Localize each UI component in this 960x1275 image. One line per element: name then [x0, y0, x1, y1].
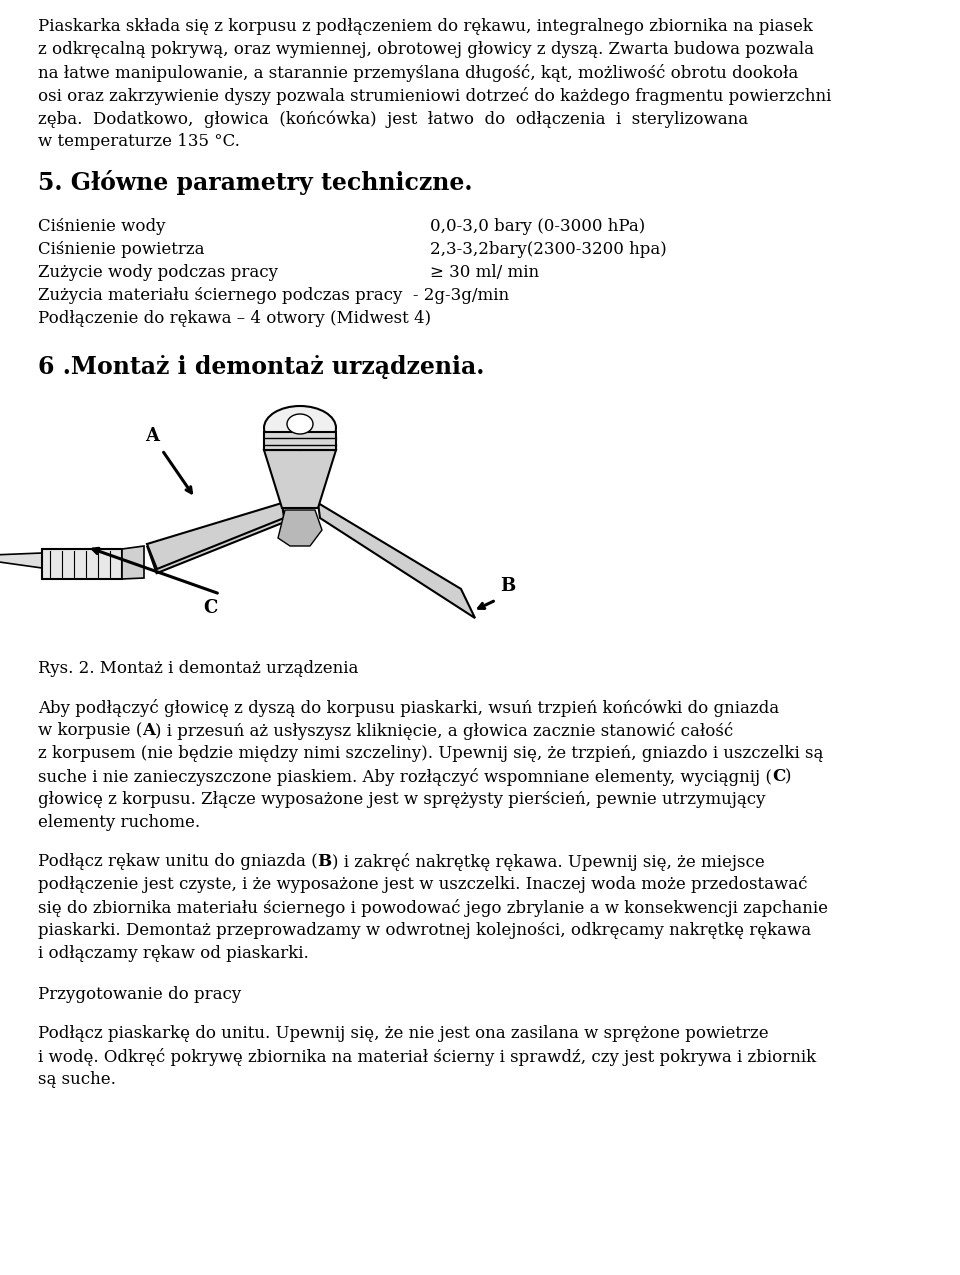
- Ellipse shape: [287, 414, 313, 434]
- Text: się do zbiornika materiału ściernego i powodować jego zbrylanie a w konsekwencji: się do zbiornika materiału ściernego i p…: [38, 899, 828, 917]
- Polygon shape: [122, 546, 144, 579]
- Text: w korpusie (: w korpusie (: [38, 722, 142, 740]
- Text: elementy ruchome.: elementy ruchome.: [38, 813, 200, 831]
- Polygon shape: [264, 450, 336, 507]
- Text: Piaskarka składa się z korpusu z podłączeniem do rękawu, integralnego zbiornika : Piaskarka składa się z korpusu z podłącz…: [38, 18, 813, 34]
- Polygon shape: [147, 504, 284, 569]
- Text: ): ): [785, 768, 792, 785]
- Text: podłączenie jest czyste, i że wyposażone jest w uszczelki. Inaczej woda może prz: podłączenie jest czyste, i że wyposażone…: [38, 876, 807, 892]
- Text: ≥ 30 ml/ min: ≥ 30 ml/ min: [430, 264, 540, 280]
- Text: 2,3-3,2bary(2300-3200 hpa): 2,3-3,2bary(2300-3200 hpa): [430, 241, 667, 258]
- Text: piaskarki. Demontaż przeprowadzamy w odwrotnej kolejności, odkręcamy nakrętkę rę: piaskarki. Demontaż przeprowadzamy w odw…: [38, 922, 811, 938]
- Text: Podłączenie do rękawa – 4 otwory (Midwest 4): Podłączenie do rękawa – 4 otwory (Midwes…: [38, 310, 431, 326]
- Text: z korpusem (nie będzie między nimi szczeliny). Upewnij się, że trzpień, gniazdo : z korpusem (nie będzie między nimi szcze…: [38, 745, 824, 762]
- Text: B: B: [500, 578, 516, 595]
- Text: na łatwe manipulowanie, a starannie przemyślana długość, kąt, możliwość obrotu d: na łatwe manipulowanie, a starannie prze…: [38, 64, 799, 82]
- Text: zęba.  Dodatkowo,  głowica  (końcówka)  jest  łatwo  do  odłączenia  i  steryliz: zęba. Dodatkowo, głowica (końcówka) jest…: [38, 110, 748, 128]
- Text: Aby podłączyć głowicę z dyszą do korpusu piaskarki, wsuń trzpień końcówki do gni: Aby podłączyć głowicę z dyszą do korpusu…: [38, 699, 780, 717]
- Text: Ciśnienie wody: Ciśnienie wody: [38, 218, 165, 235]
- Text: A: A: [142, 722, 156, 740]
- Text: ) i zakręć nakrętkę rękawa. Upewnij się, że miejsce: ) i zakręć nakrętkę rękawa. Upewnij się,…: [332, 853, 764, 871]
- Text: 5. Główne parametry techniczne.: 5. Główne parametry techniczne.: [38, 170, 472, 195]
- Text: Przygotowanie do pracy: Przygotowanie do pracy: [38, 986, 241, 1003]
- Text: i wodę. Odkręć pokrywę zbiornika na materiał ścierny i sprawdź, czy jest pokrywa: i wodę. Odkręć pokrywę zbiornika na mate…: [38, 1048, 816, 1066]
- Text: Podłącz piaskarkę do unitu. Upewnij się, że nie jest ona zasilana w sprężone pow: Podłącz piaskarkę do unitu. Upewnij się,…: [38, 1025, 769, 1042]
- Polygon shape: [318, 504, 475, 618]
- Text: C: C: [203, 599, 217, 617]
- Text: Ciśnienie powietrza: Ciśnienie powietrza: [38, 241, 204, 258]
- Polygon shape: [42, 550, 122, 579]
- Polygon shape: [0, 553, 42, 567]
- Ellipse shape: [264, 405, 336, 450]
- Text: osi oraz zakrzywienie dyszy pozwala strumieniowi dotrzeć do każdego fragmentu po: osi oraz zakrzywienie dyszy pozwala stru…: [38, 87, 831, 105]
- Text: Rys. 2. Montaż i demontaż urządzenia: Rys. 2. Montaż i demontaż urządzenia: [38, 660, 358, 677]
- Text: ) i przesuń aż usłyszysz kliknięcie, a głowica zacznie stanowić całość: ) i przesuń aż usłyszysz kliknięcie, a g…: [156, 722, 733, 740]
- Text: i odłączamy rękaw od piaskarki.: i odłączamy rękaw od piaskarki.: [38, 945, 309, 963]
- Text: są suche.: są suche.: [38, 1071, 116, 1088]
- Text: w temperaturze 135 °C.: w temperaturze 135 °C.: [38, 133, 240, 150]
- Text: z odkręcalną pokrywą, oraz wymiennej, obrotowej głowicy z dyszą. Zwarta budowa p: z odkręcalną pokrywą, oraz wymiennej, ob…: [38, 41, 814, 57]
- Text: A: A: [145, 427, 159, 445]
- Text: Podłącz rękaw unitu do gniazda (: Podłącz rękaw unitu do gniazda (: [38, 853, 318, 870]
- Text: Zużycie wody podczas pracy: Zużycie wody podczas pracy: [38, 264, 278, 280]
- Polygon shape: [278, 510, 322, 546]
- Polygon shape: [147, 507, 287, 574]
- Text: B: B: [318, 853, 332, 870]
- Text: 6 .Montaż i demontaż urządzenia.: 6 .Montaż i demontaż urządzenia.: [38, 354, 485, 379]
- Text: 0,0-3,0 bary (0-3000 hPa): 0,0-3,0 bary (0-3000 hPa): [430, 218, 645, 235]
- Text: Zużycia materiału ściernego podczas pracy  - 2g-3g/min: Zużycia materiału ściernego podczas prac…: [38, 287, 509, 303]
- Text: suche i nie zanieczyszczone piaskiem. Aby rozłączyć wspomniane elementy, wyciągn: suche i nie zanieczyszczone piaskiem. Ab…: [38, 768, 772, 785]
- Polygon shape: [264, 432, 336, 450]
- Text: C: C: [772, 768, 785, 785]
- Text: głowicę z korpusu. Złącze wyposażone jest w sprężysty pierścień, pewnie utrzymuj: głowicę z korpusu. Złącze wyposażone jes…: [38, 790, 765, 808]
